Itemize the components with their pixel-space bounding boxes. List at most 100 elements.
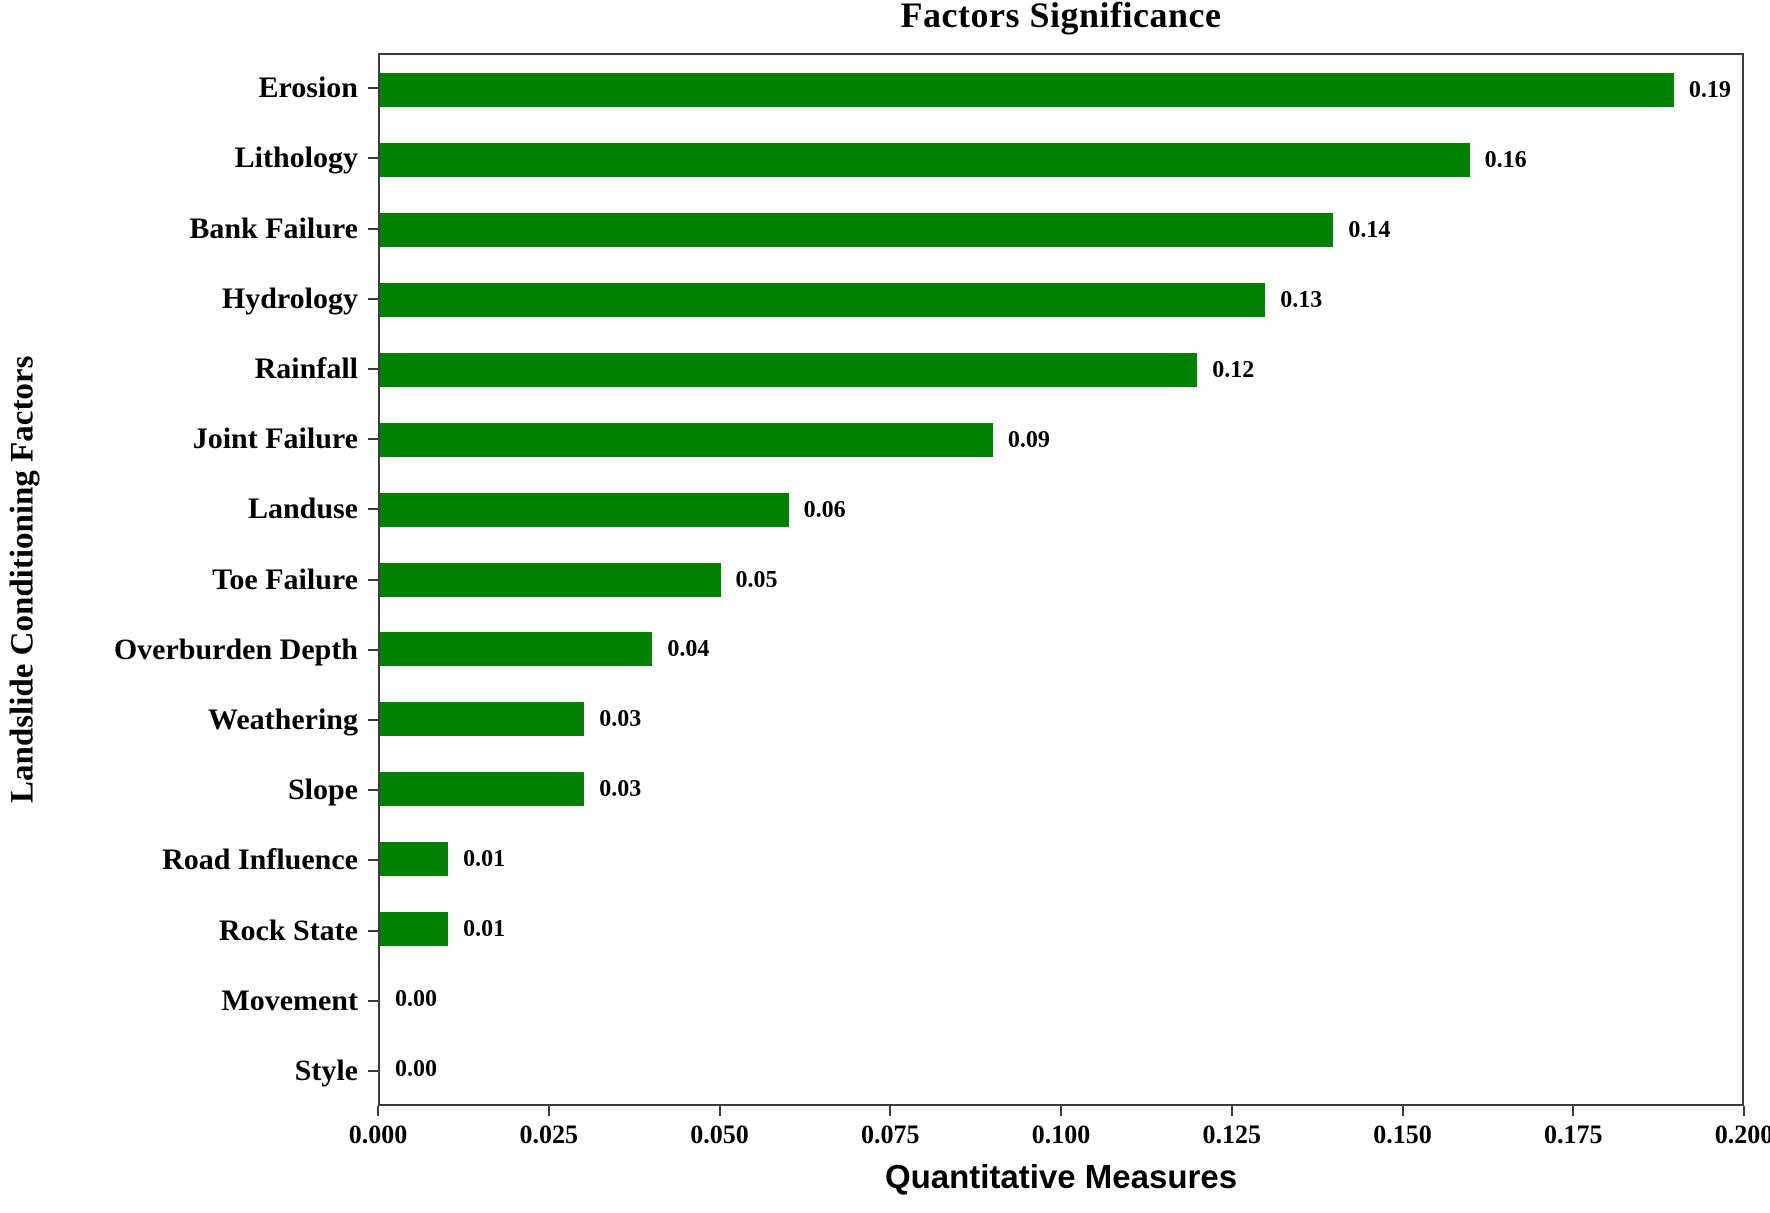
- bar-value-label: 0.12: [1212, 356, 1255, 383]
- x-tick-label: 0.100: [1031, 1120, 1091, 1149]
- x-axis: 0.000 0.025 0.050 0.075 0.100 0.125 0.150 0.175…: [349, 1106, 1770, 1166]
- bar-row-rock-state: 0.01: [380, 894, 1742, 964]
- y-label-row: Rock State: [0, 895, 378, 965]
- bar-joint-failure: [380, 422, 993, 457]
- bar-row-hydrology: 0.13: [380, 265, 1742, 335]
- category-label-joint-failure: Joint Failure: [192, 422, 358, 456]
- y-tick-mark: [368, 789, 378, 792]
- x-tick-mark: [889, 1106, 892, 1116]
- bar-row-road-influence: 0.01: [380, 824, 1742, 894]
- category-label-movement: Movement: [221, 983, 358, 1017]
- x-tick-label: 0.075: [861, 1120, 920, 1149]
- category-label-rainfall: Rainfall: [254, 351, 358, 385]
- bar-value-label: 0.01: [463, 846, 506, 873]
- x-tick-mark: [377, 1106, 379, 1116]
- bar-row-bank-failure: 0.14: [380, 195, 1742, 265]
- bar-lithology: [380, 142, 1470, 177]
- bar-value-label: 0.00: [395, 1056, 437, 1083]
- y-label-row: Erosion: [0, 53, 378, 123]
- bar-row-toe-failure: 0.05: [380, 545, 1742, 615]
- y-tick-mark: [368, 227, 378, 230]
- category-label-lithology: Lithology: [234, 141, 358, 175]
- bar-value-label: 0.14: [1348, 216, 1391, 243]
- bar-rock-state: [380, 912, 449, 947]
- bar-value-label: 0.00: [395, 986, 437, 1013]
- y-label-row: Overburden Depth: [0, 615, 378, 685]
- x-axis-label: Quantitative Measures: [884, 1158, 1238, 1195]
- bar-row-movement: 0.00: [380, 964, 1742, 1034]
- x-tick-mark: [547, 1106, 550, 1116]
- y-tick-mark: [368, 297, 378, 300]
- bar-value-label: 0.09: [1007, 426, 1050, 453]
- bar-row-landuse: 0.06: [380, 475, 1742, 545]
- y-label-row: Hydrology: [0, 264, 378, 334]
- y-label-row: Road Influence: [0, 825, 378, 895]
- category-label-bank-failure: Bank Failure: [189, 211, 358, 245]
- category-label-slope: Slope: [287, 773, 358, 807]
- bar-toe-failure: [380, 562, 721, 597]
- y-label-row: Joint Failure: [0, 404, 378, 474]
- category-label-rock-state: Rock State: [218, 913, 358, 947]
- y-tick-mark: [368, 929, 378, 932]
- y-label-row: Weathering: [0, 685, 378, 755]
- bar-slope: [380, 772, 585, 807]
- bar-rainfall: [380, 352, 1198, 387]
- bar-hydrology: [380, 282, 1266, 317]
- y-tick-mark: [368, 508, 378, 511]
- bar-erosion: [380, 72, 1674, 107]
- y-label-row: Rainfall: [0, 334, 378, 404]
- bar-row-slope: 0.03: [380, 754, 1742, 824]
- bar-row-overburden-depth: 0.04: [380, 615, 1742, 685]
- y-tick-mark: [368, 648, 378, 651]
- bar-overburden-depth: [380, 632, 653, 667]
- y-label-row: Style: [0, 1036, 378, 1106]
- y-tick-mark: [368, 438, 378, 441]
- category-label-toe-failure: Toe Failure: [212, 562, 358, 596]
- x-tick-mark: [1743, 1106, 1745, 1116]
- y-tick-mark: [368, 718, 378, 721]
- bar-value-label: 0.05: [735, 566, 778, 593]
- x-tick-label: 0.175: [1544, 1120, 1603, 1149]
- category-label-landuse: Landuse: [247, 492, 358, 526]
- bar-value-label: 0.04: [667, 636, 710, 663]
- y-tick-mark: [368, 578, 378, 581]
- bar-value-label: 0.03: [599, 776, 642, 803]
- bar-value-label: 0.03: [599, 706, 642, 733]
- x-tick-mark: [1060, 1106, 1062, 1116]
- bar-value-label: 0.01: [463, 916, 506, 943]
- y-axis-category-labels: Erosion Lithology Bank Failure Hydrology Rai…: [0, 53, 378, 1106]
- y-label-row: Movement: [0, 966, 378, 1036]
- x-tick-mark: [1401, 1106, 1404, 1116]
- category-label-overburden-depth: Overburden Depth: [113, 632, 358, 666]
- x-tick-mark: [1230, 1106, 1233, 1116]
- x-tick-label: 0.200: [1714, 1120, 1770, 1149]
- x-tick-label: 0.125: [1202, 1120, 1262, 1149]
- bar-row-rainfall: 0.12: [380, 335, 1742, 405]
- plot-area: 0.19 0.16 0.14 0.13 0.12 0.09 0.06 0.05 0.04 0.03…: [378, 53, 1744, 1106]
- y-tick-mark: [368, 367, 378, 370]
- bar-value-label: 0.06: [803, 496, 846, 523]
- bar-landuse: [380, 492, 789, 527]
- category-label-road-influence: Road Influence: [162, 843, 358, 877]
- chart-title: Factors Significance: [900, 0, 1222, 35]
- bar-road-influence: [380, 842, 449, 877]
- x-tick-mark: [1572, 1106, 1575, 1116]
- bar-row-style: 0.00: [380, 1034, 1742, 1104]
- bar-value-label: 0.13: [1280, 286, 1323, 313]
- bar-bank-failure: [380, 212, 1334, 247]
- x-tick-label: 0.000: [348, 1120, 408, 1149]
- y-tick-mark: [368, 1069, 378, 1072]
- y-label-row: Landuse: [0, 474, 378, 544]
- bar-row-joint-failure: 0.09: [380, 405, 1742, 475]
- bar-value-label: 0.19: [1688, 76, 1731, 103]
- category-label-hydrology: Hydrology: [221, 281, 358, 315]
- x-tick-label: 0.150: [1373, 1120, 1432, 1149]
- y-label-row: Lithology: [0, 123, 378, 193]
- y-label-row: Toe Failure: [0, 544, 378, 614]
- y-tick-mark: [368, 999, 378, 1002]
- y-tick-mark: [368, 87, 378, 90]
- y-tick-mark: [368, 157, 378, 160]
- bar-value-label: 0.16: [1484, 146, 1527, 173]
- x-tick-mark: [718, 1106, 721, 1116]
